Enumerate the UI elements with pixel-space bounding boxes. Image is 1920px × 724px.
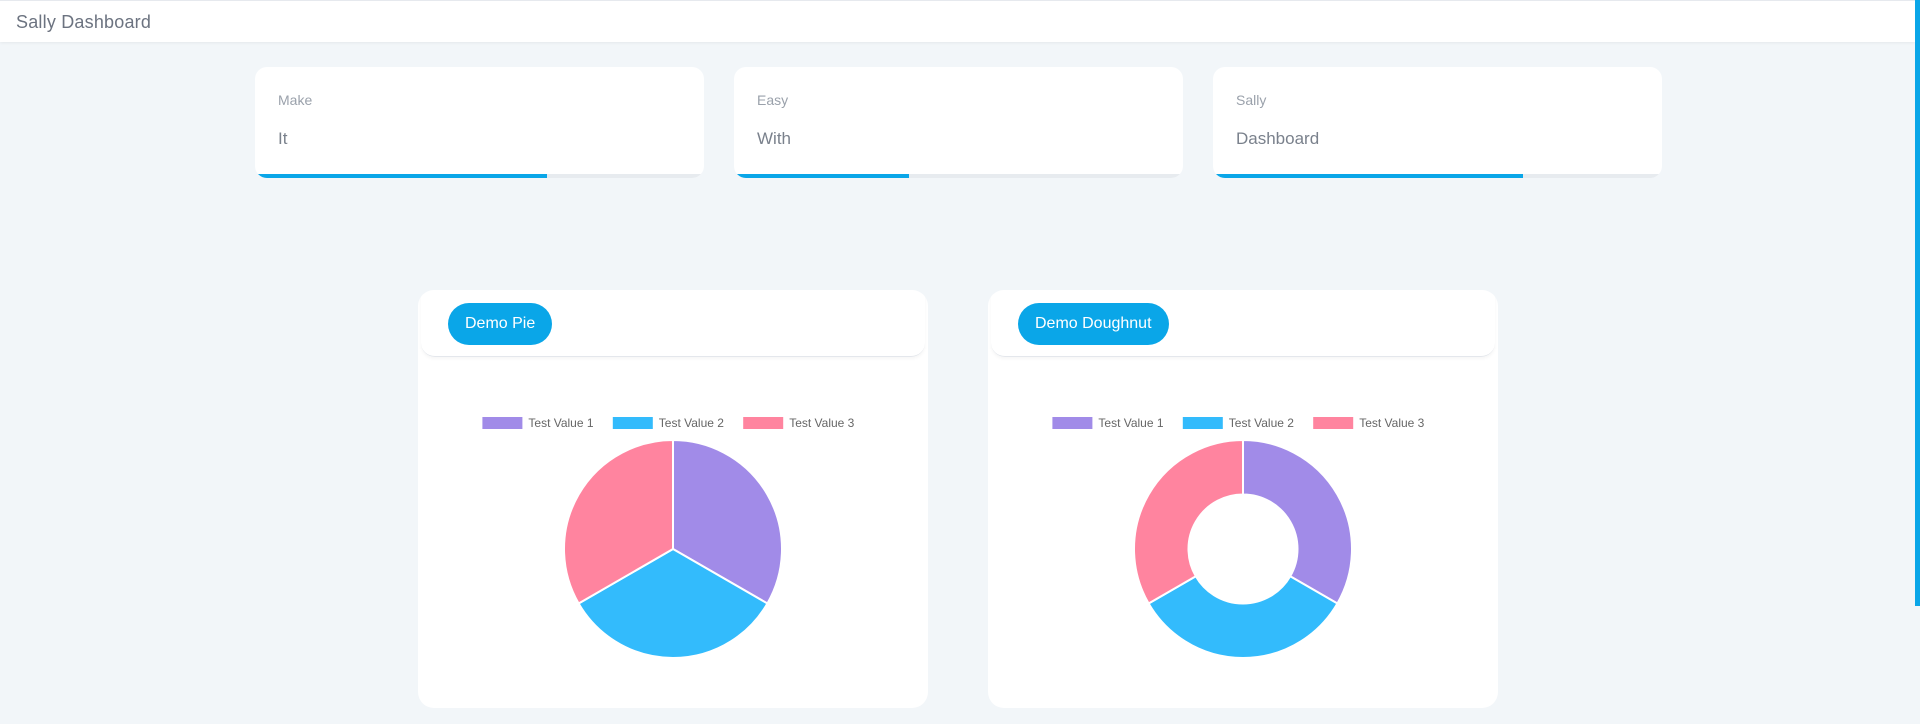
legend-label-test-value-1[interactable]: Test Value 1 <box>528 416 593 430</box>
stat-card-make: Make It <box>255 67 704 178</box>
legend-swatch-test-value-3[interactable] <box>1313 417 1354 429</box>
page-scrollbar[interactable] <box>1915 0 1920 606</box>
legend-label-test-value-2[interactable]: Test Value 2 <box>1229 416 1294 430</box>
progress-fill <box>1213 174 1523 178</box>
demo-pie-button[interactable]: Demo Pie <box>448 303 553 345</box>
stat-value: With <box>757 129 791 148</box>
legend-swatch-test-value-2[interactable] <box>612 417 653 429</box>
app-title: Sally Dashboard <box>16 12 152 32</box>
doughnut-chart-card: Demo Doughnut Test Value 1 Test Value 2 Te… <box>988 290 1498 708</box>
stat-card-sally: Sally Dashboard <box>1213 67 1662 178</box>
stat-card-easy: Easy With <box>734 67 1183 178</box>
doughnut-chart: Test Value 1 Test Value 2 Test Value 3 <box>1052 416 1425 659</box>
doughnut-slice-test-value-2[interactable] <box>1147 574 1339 659</box>
stat-label: Make <box>278 92 313 108</box>
doughnut-slice-test-value-1[interactable] <box>1242 438 1353 605</box>
progress-track <box>734 174 1183 178</box>
pie-slice-test-value-2[interactable] <box>577 547 769 659</box>
top-bar: Sally Dashboard <box>0 0 1915 42</box>
legend-swatch-test-value-1[interactable] <box>482 417 523 429</box>
progress-track <box>1213 174 1662 178</box>
progress-fill <box>734 174 910 178</box>
legend-swatch-test-value-2[interactable] <box>1182 417 1223 429</box>
stat-label: Sally <box>1236 92 1267 108</box>
demo-doughnut-button[interactable]: Demo Doughnut <box>1018 303 1169 345</box>
legend-label-test-value-1[interactable]: Test Value 1 <box>1098 416 1163 430</box>
legend-label-test-value-2[interactable]: Test Value 2 <box>659 416 724 430</box>
stat-value: Dashboard <box>1236 129 1320 148</box>
stat-label: Easy <box>757 92 789 108</box>
stat-value: It <box>278 129 288 148</box>
progress-track <box>255 174 704 178</box>
pie-chart-card: Demo Pie Test Value 1 Test Value 2 Test Va… <box>418 290 928 708</box>
chart-card-header: Demo Doughnut <box>991 290 1495 357</box>
legend-label-test-value-3[interactable]: Test Value 3 <box>1359 416 1424 430</box>
chart-card-header: Demo Pie <box>421 290 925 357</box>
legend-swatch-test-value-3[interactable] <box>743 417 784 429</box>
legend-swatch-test-value-1[interactable] <box>1052 417 1093 429</box>
progress-fill <box>255 174 547 178</box>
pie-slice-test-value-1[interactable] <box>672 438 783 605</box>
pie-slice-test-value-3[interactable] <box>563 438 674 605</box>
pie-chart: Test Value 1 Test Value 2 Test Value 3 <box>482 416 855 659</box>
legend-label-test-value-3[interactable]: Test Value 3 <box>789 416 854 430</box>
doughnut-slice-test-value-3[interactable] <box>1133 438 1244 605</box>
